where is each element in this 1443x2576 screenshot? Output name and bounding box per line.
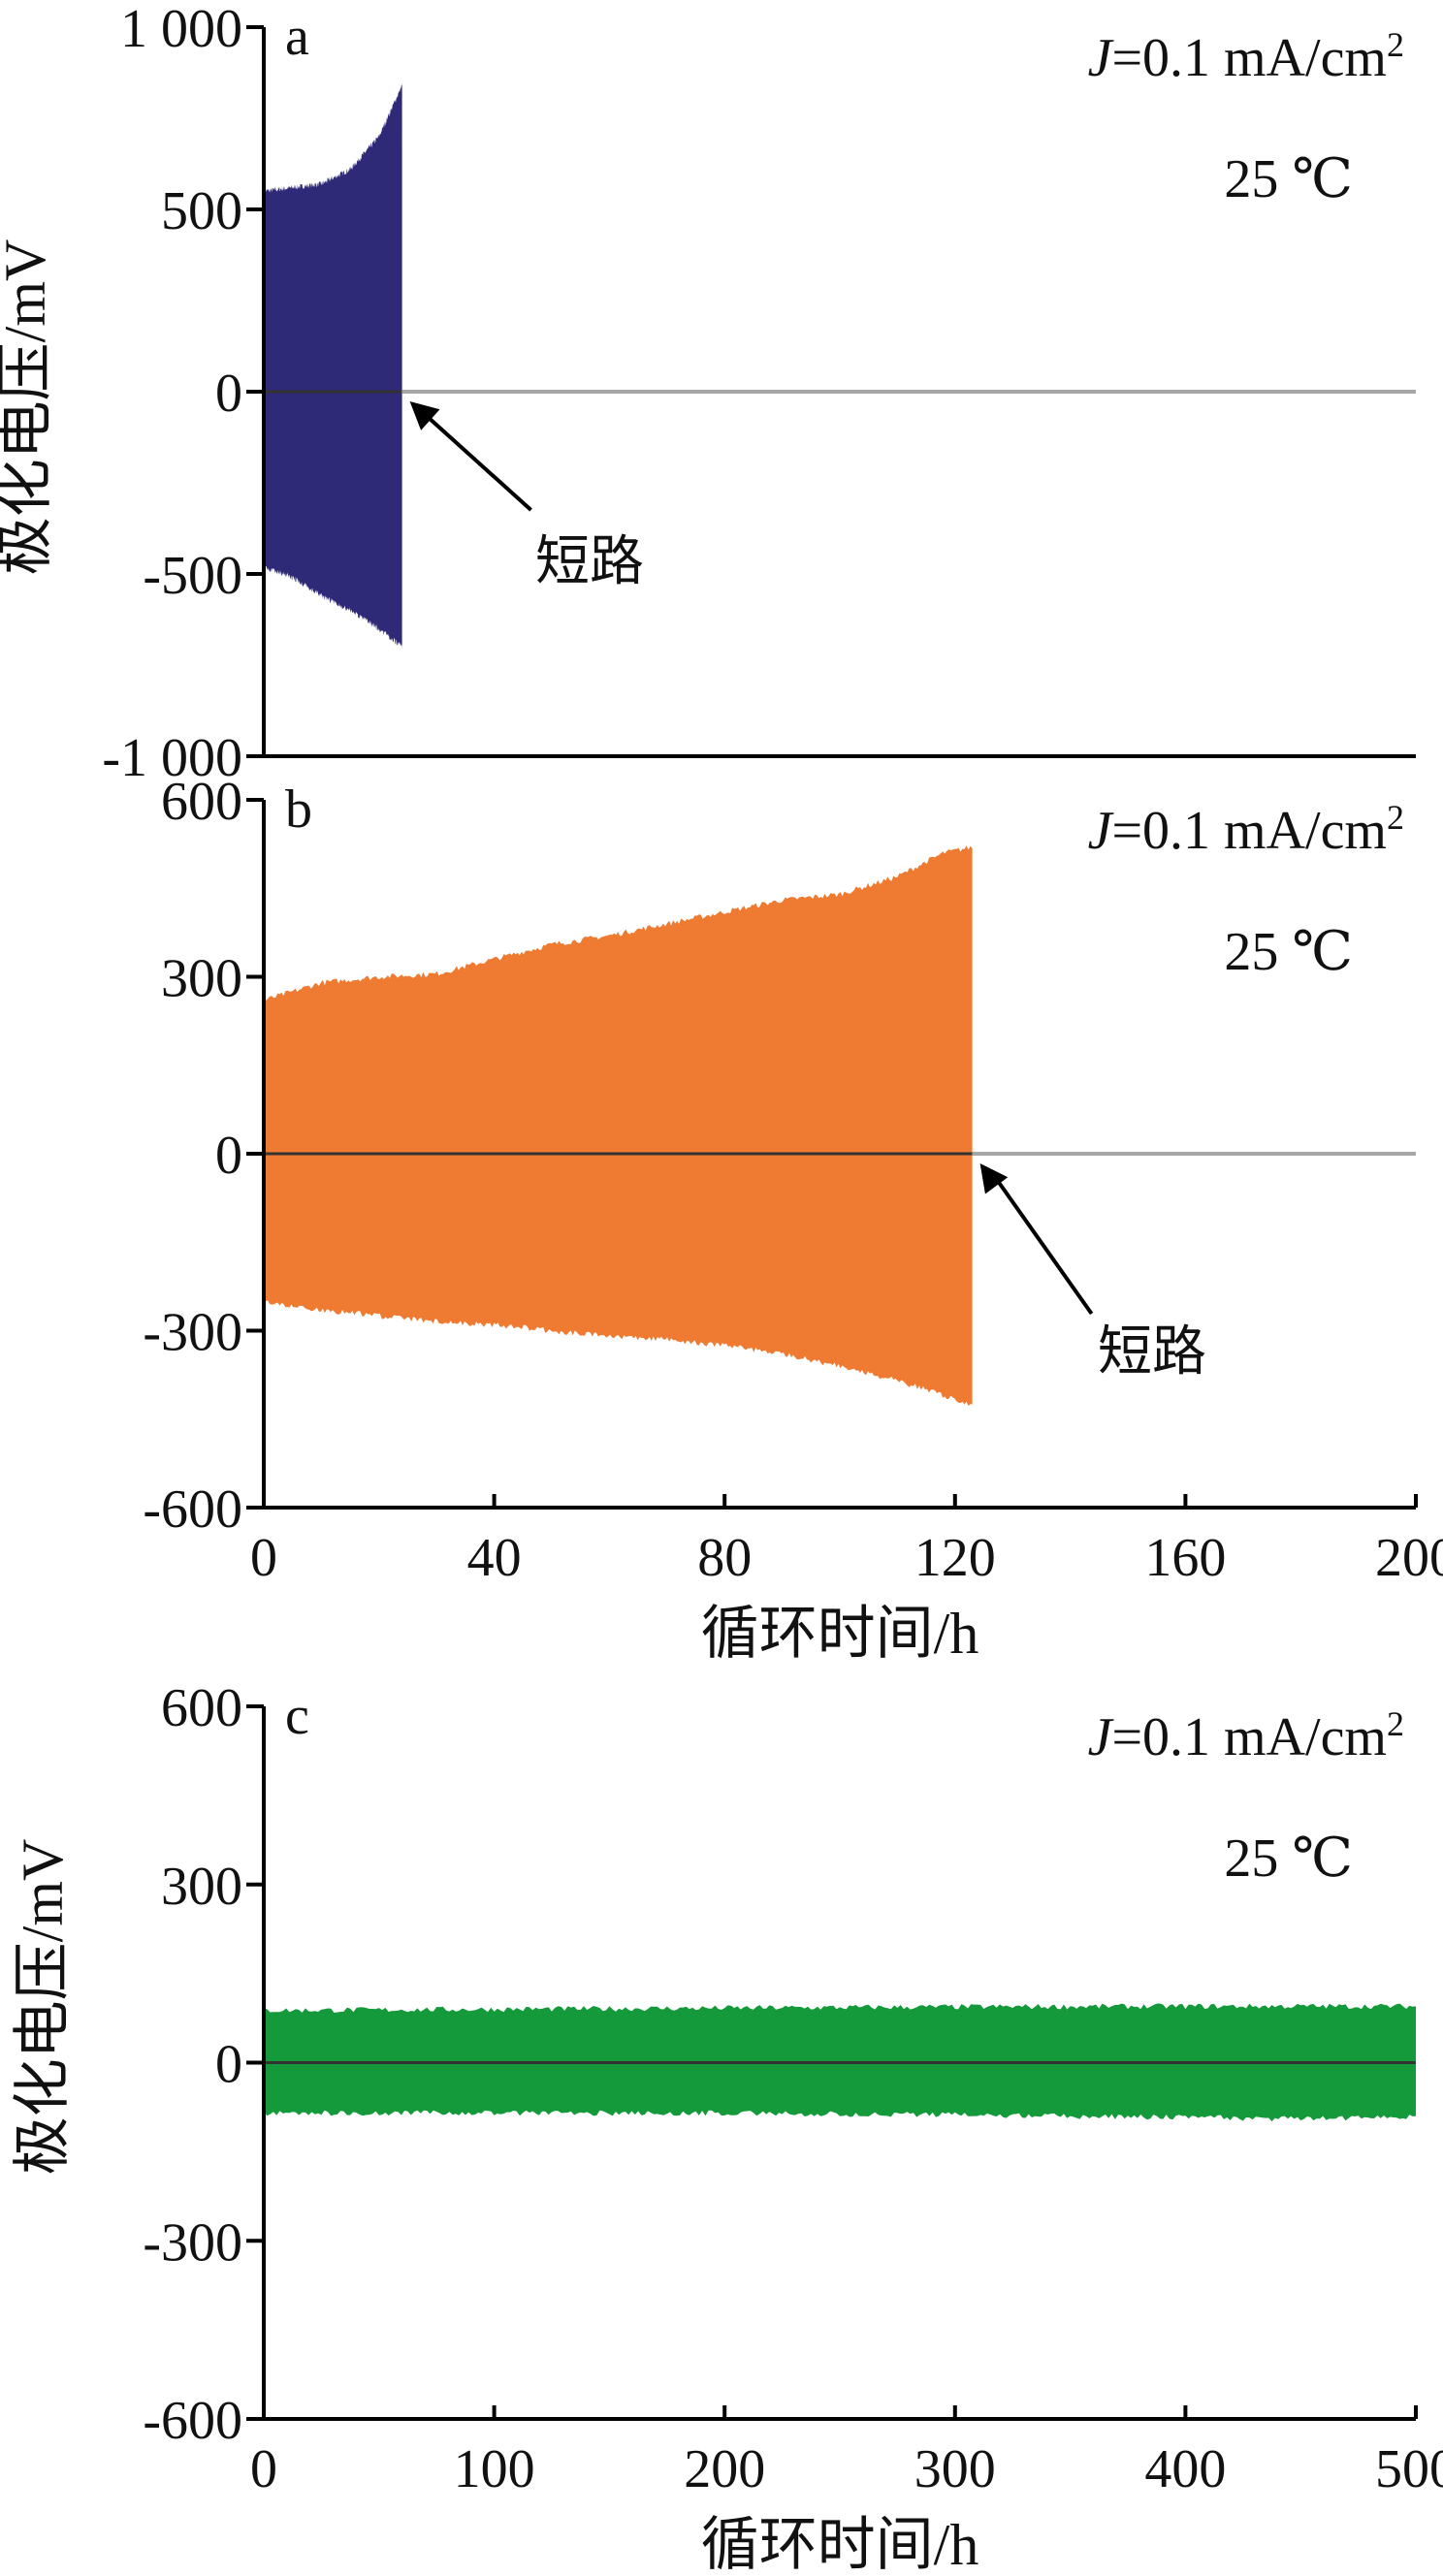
short-circuit-label-b: 短路 — [1098, 1322, 1206, 1383]
x-tick-label-c: 500 — [1375, 2439, 1443, 2499]
x-tick-label-b: 160 — [1144, 1528, 1226, 1588]
current-density-label-a: J=0.1 mA/cm2 — [1088, 25, 1404, 88]
x-tick-label-c: 400 — [1144, 2439, 1226, 2499]
panel-a: 1 000 500 0 -500 -1 000 极化电压/mV a J=0.1 mA/cm2 2… — [0, 0, 1416, 788]
x-axis-title-c: 循环时间/h — [701, 2513, 979, 2576]
y-tick-label-c: -600 — [143, 2391, 242, 2451]
y-axis-title-c: 极化电压/mV — [11, 1839, 75, 2176]
x-tick-label-b: 40 — [467, 1528, 522, 1588]
y-tick-label-c: 300 — [161, 1857, 242, 1917]
temperature-label-c: 25 ℃ — [1224, 1829, 1353, 1889]
y-tick-label-b: -600 — [143, 1479, 242, 1540]
current-density-label-c: J=0.1 mA/cm2 — [1088, 1704, 1404, 1767]
y-tick-label-a: -1 000 — [102, 728, 242, 788]
x-tick-label-b: 120 — [914, 1528, 996, 1588]
x-tick-label-c: 100 — [454, 2439, 535, 2499]
short-circuit-arrow-b — [991, 1173, 1094, 1316]
y-tick-label-c: 0 — [215, 2035, 242, 2095]
temperature-label-a: 25 ℃ — [1224, 149, 1353, 209]
y-tick-label-a: 1 000 — [120, 0, 242, 59]
panel-letter-c: c — [285, 1686, 309, 1746]
y-tick-label-a: -500 — [143, 546, 242, 606]
y-tick-label-b: -300 — [143, 1303, 242, 1363]
x-tick-label-b: 0 — [250, 1528, 277, 1588]
x-axis-title-b: 循环时间/h — [701, 1602, 979, 1666]
x-tick-label-c: 300 — [914, 2439, 996, 2499]
voltage-area-b — [264, 845, 973, 1406]
arrowhead-a — [409, 401, 440, 430]
current-density-label-b: J=0.1 mA/cm2 — [1088, 798, 1404, 861]
temperature-label-b: 25 ℃ — [1224, 922, 1353, 982]
y-tick-label-a: 0 — [215, 364, 242, 424]
y-tick-label-c: 600 — [161, 1678, 242, 1738]
x-tick-label-c: 0 — [250, 2439, 277, 2499]
arrowhead-b — [979, 1163, 1009, 1194]
x-tick-label-c: 200 — [684, 2439, 765, 2499]
x-tick-label-b: 200 — [1375, 1528, 1443, 1588]
x-tick-label-b: 80 — [697, 1528, 752, 1588]
y-tick-label-b: 300 — [161, 949, 242, 1009]
y-tick-label-b: 600 — [161, 772, 242, 832]
y-tick-label-a: 500 — [161, 181, 242, 241]
voltage-area-a — [264, 83, 402, 650]
panel-letter-a: a — [285, 7, 309, 67]
y-tick-label-b: 0 — [215, 1126, 242, 1186]
short-circuit-label-a: 短路 — [535, 532, 644, 592]
short-circuit-arrow-a — [422, 411, 532, 512]
y-axis-title-a: 极化电压/mV — [0, 239, 57, 576]
y-tick-label-c: -300 — [143, 2212, 242, 2273]
panel-letter-b: b — [285, 779, 312, 840]
